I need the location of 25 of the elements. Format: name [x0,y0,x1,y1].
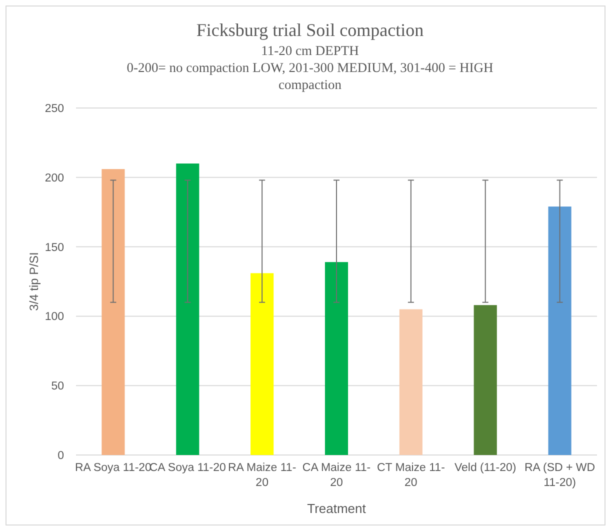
bar [548,206,572,455]
x-tick-label: CA Soya 11-20 [149,462,226,474]
x-axis-title: Treatment [307,501,366,516]
x-tick-label: RA Soya 11-20 [74,462,152,474]
y-tick-label: 0 [58,450,64,462]
bar [474,305,497,455]
bar [250,273,274,455]
y-tick-label: 200 [44,172,64,184]
bar [399,309,422,455]
x-tick-label: Veld (11-20) [454,462,516,474]
y-tick-label: 50 [51,380,64,393]
x-tick-label: CA Maize 11-20 [302,462,371,489]
y-tick-label: 250 [44,103,64,115]
bar [324,262,348,455]
chart-title: Ficksburg trial Soil compaction [196,20,424,40]
bar [176,164,200,455]
x-tick-label: CT Maize 11-20 [376,462,446,489]
bar [102,169,125,455]
x-tick-label: RA (SD + WD 11-20) [524,462,596,489]
x-tick-label: RA Maize 11-20 [228,462,296,489]
text: 0-200= no compaction LOW, 201-300 MEDIUM, 301-400 = HIGH compaction [126,60,494,92]
y-tick-label: 150 [44,242,64,254]
y-tick-label: 100 [44,311,64,324]
y-axis-title: 3/4 tip P/SI [27,252,41,311]
chart-subtitle: 11-20 cm DEPTH [261,43,360,58]
